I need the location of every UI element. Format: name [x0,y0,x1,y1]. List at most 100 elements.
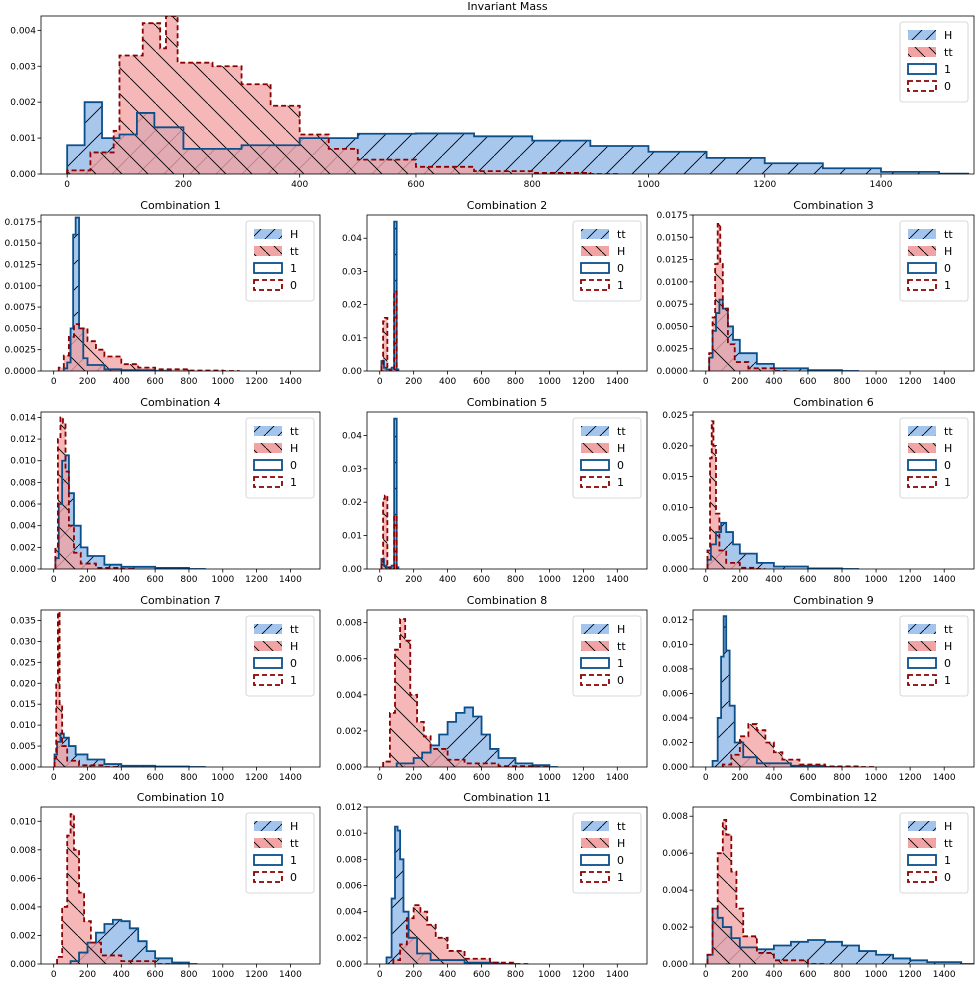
legend-outline-swatch [253,871,283,883]
x-tick-label: 1000 [211,773,234,783]
x-tick-label: 800 [833,575,850,585]
x-tick-label: 200 [79,970,96,980]
y-tick-label: 0.0125 [657,256,689,266]
x-tick-label: 600 [473,970,490,980]
legend-label: 1 [290,854,297,867]
x-tick-label: 0 [377,970,383,980]
legend-label: H [944,442,952,455]
x-tick-label: 200 [731,575,748,585]
legend-label: 1 [944,674,951,687]
legend-swatch-hatch [581,426,609,436]
y-tick-label: 0.0150 [5,239,37,249]
plot-area [385,825,529,964]
legend-label: tt [290,837,299,850]
series-hatch-H [70,919,198,964]
plot-area [66,16,970,174]
legend: tt H 0 1 [899,417,969,499]
legend-outline-swatch [907,279,937,291]
legend-label: tt [290,425,299,438]
x-tick-label: 600 [407,180,424,190]
legend-swatch-hatch [254,229,282,239]
y-tick-label: 0.00 [342,565,362,575]
legend-swatch-hatch [908,641,936,651]
legend-label: 0 [944,657,951,670]
x-tick-label: 0 [703,575,709,585]
x-tick-label: 1000 [538,773,561,783]
legend: Htt 1 0 [899,21,969,103]
panel-title: Combination 5 [467,396,547,409]
legend-swatch-hatch [581,246,609,256]
legend-swatch-hatch [581,821,609,831]
panel-title: Combination 6 [793,396,873,409]
legend-swatch-hatch [581,229,609,239]
legend-label: 1 [944,63,951,76]
y-tick-label: 0.001 [10,134,36,144]
y-tick-label: 0.04 [342,431,362,441]
x-tick-label: 0 [377,377,383,387]
panel-title: Combination 8 [467,594,547,607]
x-tick-label: 0 [703,970,709,980]
panel-title: Combination 3 [793,199,873,212]
x-tick-label: 1000 [865,377,888,387]
y-tick-label: 0.03 [342,267,362,277]
x-tick-label: 600 [473,377,490,387]
y-tick-label: 0.008 [10,478,36,488]
axes-frame [366,411,648,570]
x-tick-label: 600 [147,773,164,783]
legend-label: tt [944,623,953,636]
x-tick-label: 600 [473,773,490,783]
y-tick-label: 0.0150 [657,233,689,243]
y-tick-label: 0.010 [10,721,36,731]
x-tick-label: 800 [507,377,524,387]
legend-label: 0 [617,854,624,867]
x-tick-label: 600 [473,575,490,585]
series-hatch-H [709,223,787,371]
panel-4: Combination 4 0 200 400 600 800 1000 1200 1400 0.… [10,396,321,585]
legend-label: tt [944,837,953,850]
series-outline-H [54,416,134,569]
y-tick-label: 0.014 [10,413,36,423]
x-tick-label: 200 [731,377,748,387]
panel-11: Combination 11 0 200 400 600 800 1000 1200 1400 0… [336,791,648,980]
series-hatch-H [393,905,529,964]
legend-label: 1 [617,279,624,292]
y-tick-label: 0.006 [662,849,688,859]
panel-7: Combination 7 0 200 400 600 800 1000 1200 1400 0.… [10,594,321,783]
panel-title: Combination 4 [140,396,220,409]
legend-label: 1 [617,657,624,670]
panel-12: Combination 12 0 200 400 600 800 1000 1200 1400 0… [662,791,975,980]
series-outline-tt [54,454,206,569]
legend-label: H [944,640,952,653]
panel-10: Combination 10 0 200 400 600 800 1000 1200 1400 0… [10,791,321,980]
legend-label: 1 [944,476,951,489]
panel-1: Combination 1 0 200 400 600 800 1000 1200 1400 0.… [5,199,321,387]
legend-swatch-hatch [908,246,936,256]
x-tick-label: 1000 [865,575,888,585]
legend: tt H 0 1 [245,615,315,697]
x-tick-label: 1400 [933,377,956,387]
x-tick-label: 400 [765,575,782,585]
axes-frame [692,806,975,965]
x-tick-label: 800 [180,575,197,585]
legend-swatch-hatch [908,229,936,239]
legend-swatch-hatch [254,641,282,651]
y-tick-label: 0.006 [336,882,362,892]
y-tick-label: 0.010 [336,829,362,839]
series-hatch-tt [383,619,550,767]
x-tick-label: 1200 [753,180,776,190]
legend-outline-swatch [253,657,283,669]
x-tick-label: 400 [113,575,130,585]
legend-outline-swatch [907,674,937,686]
series-outline-tt [711,615,843,767]
series-hatch-H [707,908,974,964]
y-tick-label: 0.008 [336,619,362,629]
legend-outline-swatch [907,459,937,471]
x-tick-label: 200 [731,773,748,783]
legend-label: tt [944,46,953,59]
series-outline-tt [708,298,860,371]
panel-5: Combination 5 0 200 400 600 800 1000 1200 1400 0.… [342,396,648,585]
y-tick-label: 0.010 [10,817,36,827]
legend-label: 0 [944,871,951,884]
y-tick-label: 0.0000 [5,367,37,377]
legend-swatch-hatch [581,838,609,848]
